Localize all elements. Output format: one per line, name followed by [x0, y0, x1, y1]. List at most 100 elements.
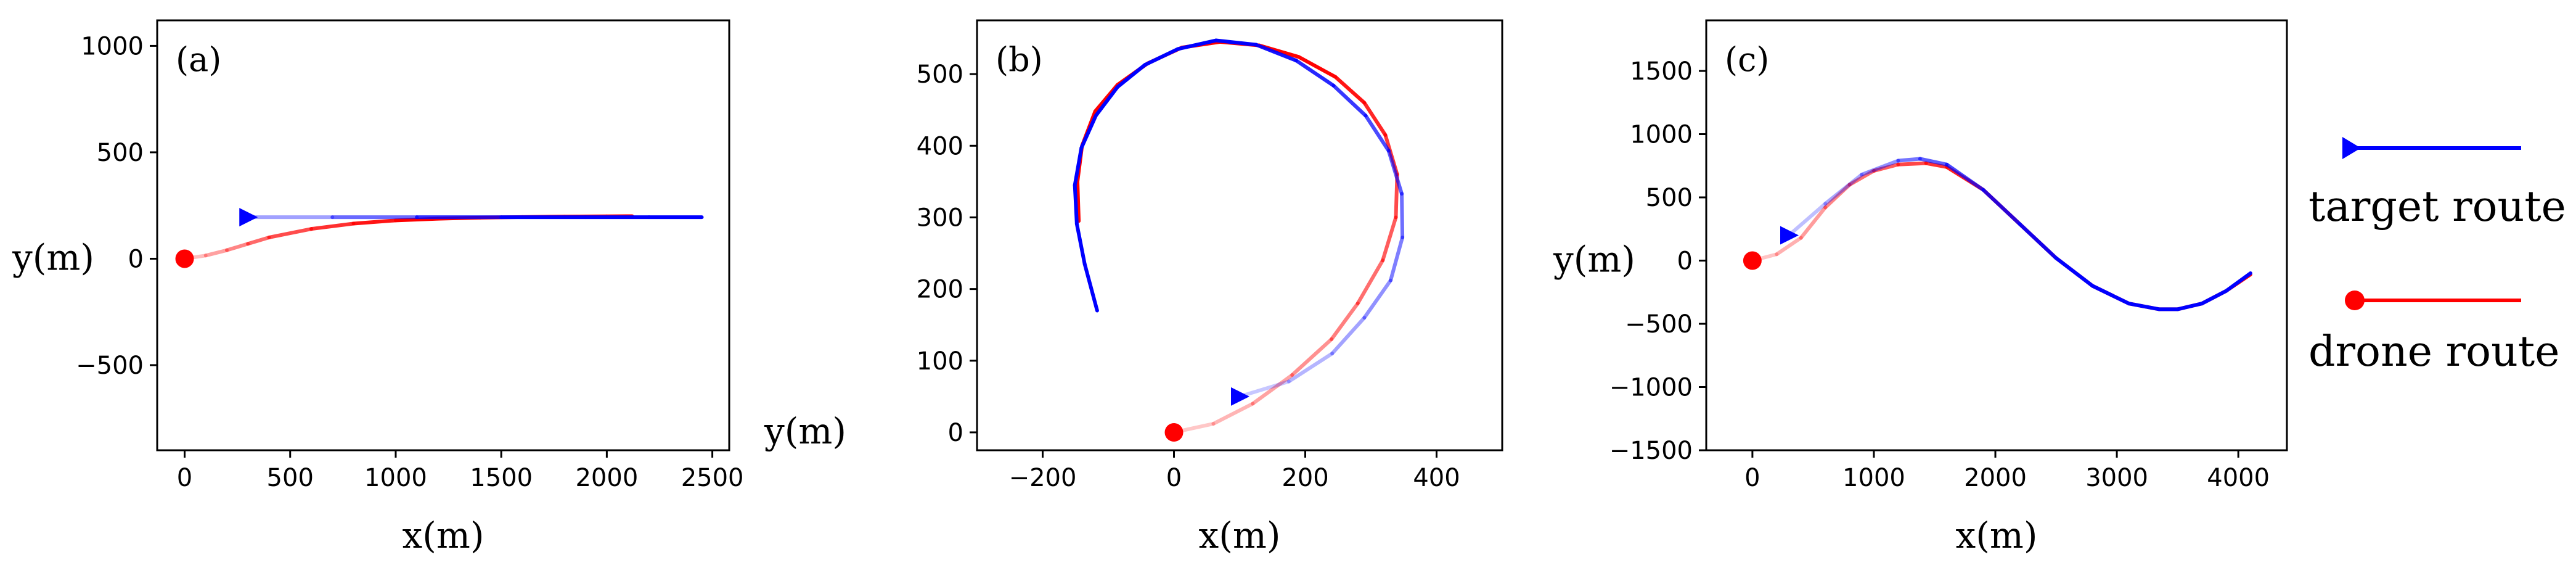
target-route-segment-b [1094, 85, 1119, 118]
drone-route-segment-b [1355, 258, 1385, 305]
target-route-segment-c [2175, 302, 2204, 311]
target-route-segment-b [1286, 352, 1335, 384]
y-axis-label-c: y(m) [1553, 239, 1635, 281]
target-start-marker-a [239, 208, 258, 227]
x-tick-label-c: 1000 [1842, 464, 1905, 492]
target-route-segment-b [1176, 38, 1218, 51]
target-route-segment-b [1143, 47, 1180, 67]
drone-route-segment-c [1799, 205, 1828, 240]
drone-route-segment-c [1924, 161, 1949, 169]
drone-route-segment-a [351, 218, 398, 226]
x-axis-label-b: x(m) [1199, 514, 1281, 556]
target-route-segment-c [2224, 271, 2252, 293]
target-route-segment-c [2127, 302, 2162, 311]
target-route-segment-b [1386, 149, 1404, 196]
x-tick-label-a: 1000 [364, 464, 427, 492]
drone-route-segment-b [1296, 55, 1338, 79]
target-route-segment-c [1918, 157, 1949, 167]
target-route-segment-b [1388, 235, 1405, 282]
drone-route-segment-a [225, 242, 250, 252]
target-route-segment-b [1254, 43, 1298, 63]
target-route-segment-c [1981, 188, 2022, 226]
target-route-segment-b [1115, 63, 1147, 89]
x-tick-label-c: 2000 [1964, 464, 2027, 492]
drone-route-segment-c [1775, 236, 1803, 257]
legend: target route drone route [2308, 137, 2566, 376]
panel-b: −200 0 200 400 0 100 200 300 400 500 x(m) y(m) (b) [764, 19, 1503, 556]
drone-route-segment-b [1251, 373, 1294, 406]
x-tick-label-c: 0 [1744, 464, 1760, 492]
y-tick-label-b: 200 [917, 276, 963, 304]
target-route-segment-b [1082, 262, 1099, 313]
x-tick-label-c: 3000 [2085, 464, 2148, 492]
x-tick-label-b: 400 [1413, 464, 1460, 492]
x-tick-label-a: 2000 [575, 464, 638, 492]
target-start-marker-b [1231, 387, 1249, 406]
y-tick-label-c: −1000 [1609, 374, 1693, 402]
target-start-marker-c [1780, 226, 1799, 245]
panel-label-c: (c) [1725, 40, 1769, 79]
target-route-segment-c [2090, 284, 2131, 306]
target-route-segment-b [1364, 113, 1391, 153]
y-tick-label-b: 0 [948, 419, 963, 447]
y-axis-label-b: y(m) [764, 410, 846, 452]
drone-route-segment-a [309, 221, 356, 231]
drone-route-segment-b [1075, 179, 1081, 223]
drone-route-segment-a [246, 235, 271, 246]
target-route-segment-c [1823, 173, 1864, 206]
legend-drone-label: drone route [2308, 328, 2559, 376]
x-tick-label-b: −200 [1009, 464, 1077, 492]
drone-route-segment-c [1823, 183, 1852, 210]
drone-route-segment-b [1362, 101, 1388, 137]
target-route-segment-c [1896, 157, 1922, 163]
drone-route-segment-b [1333, 75, 1367, 105]
y-tick-label-c: −1500 [1609, 437, 1693, 465]
y-tick-label-c: 1500 [1630, 57, 1693, 86]
x-tick-label-a: 2500 [681, 464, 744, 492]
target-route-segment-b [1214, 38, 1258, 47]
x-tick-label-a: 1500 [470, 464, 533, 492]
plot-frame-a [156, 19, 730, 451]
x-tick-label-b: 0 [1166, 464, 1182, 492]
target-route-segment-b [1079, 113, 1098, 150]
target-route-segment-b [1330, 316, 1367, 356]
x-tick-label-b: 200 [1282, 464, 1328, 492]
drone-route-segment-c [1896, 161, 1928, 167]
drone-route-segment-b [1290, 337, 1334, 377]
panel-label-a: (a) [176, 40, 221, 79]
target-route-segment-c [2200, 289, 2228, 306]
drone-route-segment-c [1871, 162, 1900, 173]
drone-route-segment-c [1847, 168, 1876, 187]
y-tick-label-c: 500 [1646, 184, 1693, 212]
drone-route-segment-b [1381, 215, 1398, 263]
drone-route-segment-b [1330, 301, 1360, 341]
target-route-segment-c [2054, 256, 2095, 288]
target-route-segment-c [1860, 159, 1900, 177]
x-axis-label-a: x(m) [403, 514, 485, 556]
x-axis-label-c: x(m) [1956, 514, 2038, 556]
legend-target-label: target route [2308, 183, 2566, 231]
y-axis-label-a: y(m) [12, 236, 94, 278]
y-tick-label-a: 1000 [81, 32, 144, 60]
y-tick-label-a: −500 [76, 352, 144, 380]
target-route-segment-c [1945, 162, 1985, 192]
target-route-segment-c [2018, 222, 2058, 260]
target-route-segment-b [1238, 379, 1291, 398]
y-tick-label-b: 500 [917, 60, 963, 89]
target-route-segment-b [1362, 278, 1392, 320]
panel-c: 0 1000 2000 3000 4000 −1500 −1000 −500 0 500 1000 1… [1553, 19, 2288, 556]
drone-start-marker-b [1164, 423, 1184, 442]
x-tick-label-a: 0 [177, 464, 192, 492]
target-route-segment-b [1294, 59, 1336, 88]
drone-start-marker-c [1743, 251, 1762, 270]
plot-frame-c [1705, 19, 2288, 451]
target-route-segment-b [1331, 83, 1368, 118]
drone-route-segment-a [267, 227, 313, 239]
target-route-segment-b [1073, 183, 1079, 226]
plot-frame-b [976, 19, 1503, 451]
drone-route-segment-a [203, 248, 229, 258]
y-tick-label-a: 500 [97, 139, 144, 167]
drone-start-marker-a [175, 249, 194, 268]
y-tick-label-a: 0 [128, 245, 144, 273]
y-tick-label-c: 0 [1677, 247, 1693, 276]
